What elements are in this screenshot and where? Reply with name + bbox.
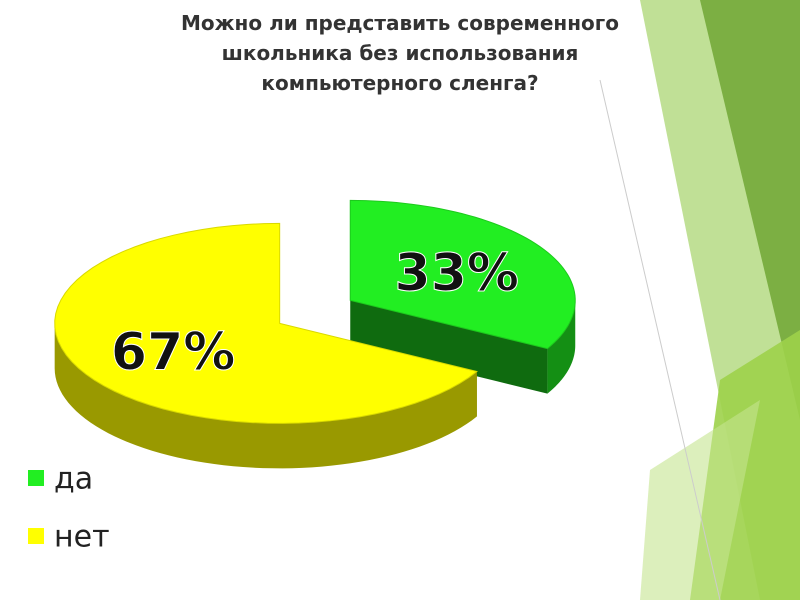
- value-label: 67%: [111, 322, 235, 382]
- slice-side: [547, 300, 576, 394]
- slice-side: [54, 323, 477, 469]
- slice-wall: [350, 300, 548, 394]
- slice-top: [54, 222, 478, 424]
- chart-title: Можно ли представить современного школьни…: [181, 11, 619, 95]
- pie-slice: [349, 199, 576, 394]
- pie-slice: [54, 222, 478, 469]
- background-decoration: [599, 0, 800, 600]
- value-label: 33%: [395, 243, 519, 303]
- legend-swatch: [28, 528, 44, 544]
- legend-label: нет: [54, 520, 110, 555]
- legend-swatch: [28, 470, 44, 486]
- slice-top: [349, 199, 576, 350]
- legend-label: да: [54, 462, 93, 497]
